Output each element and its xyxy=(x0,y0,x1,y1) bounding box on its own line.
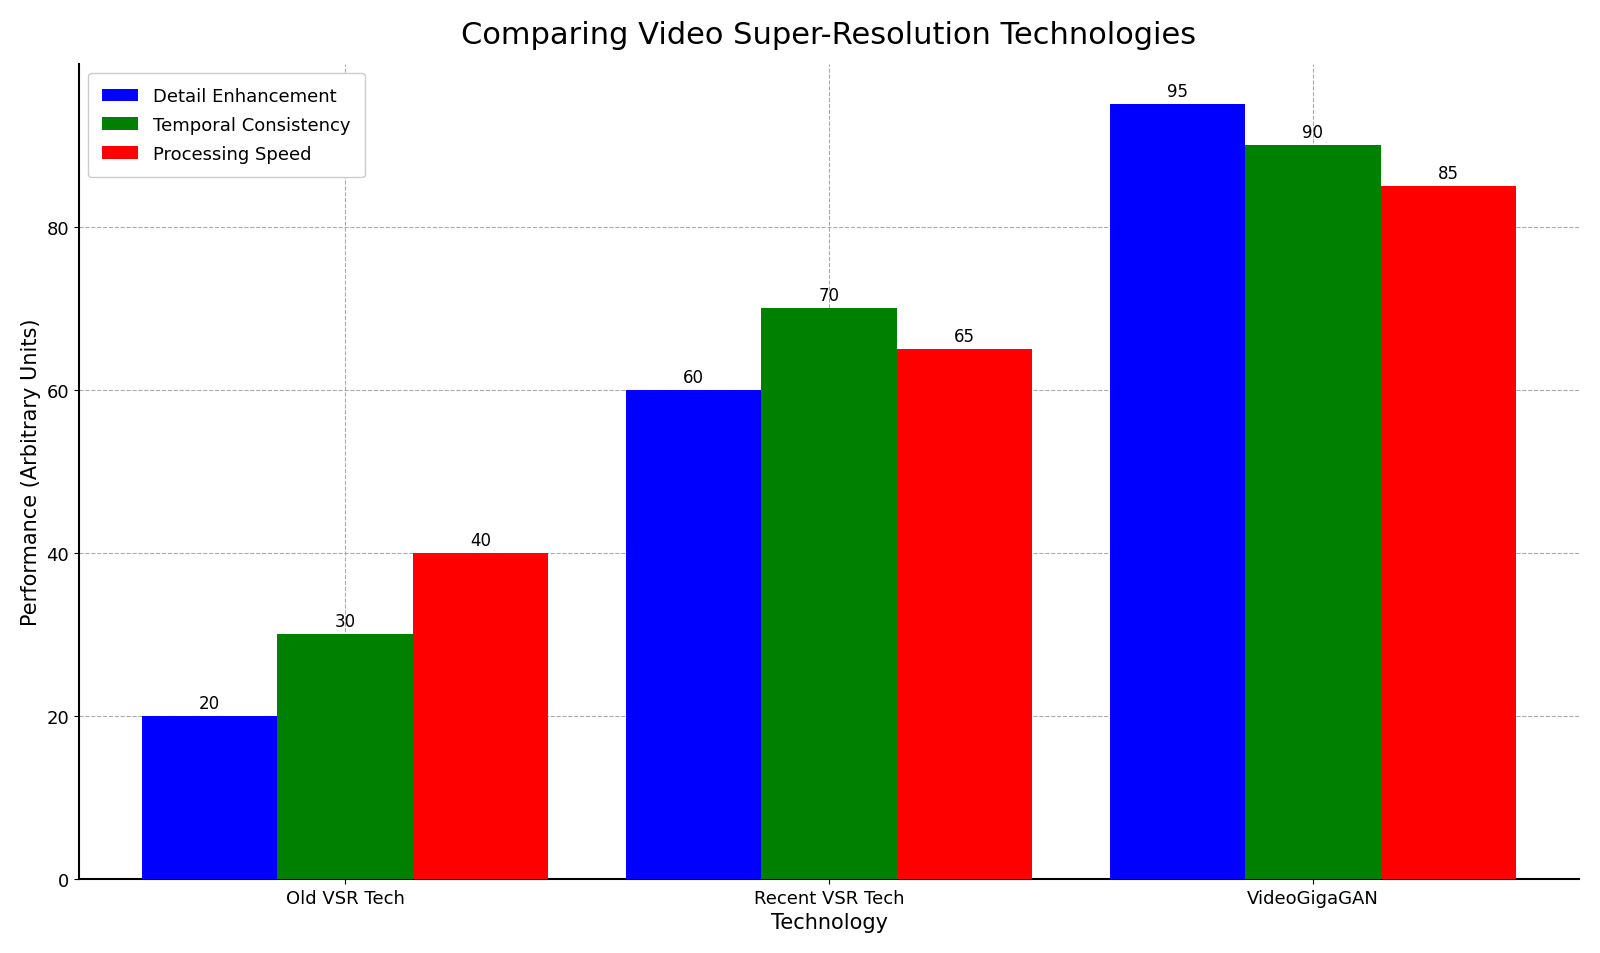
Bar xyxy=(762,309,896,879)
Bar xyxy=(896,350,1032,879)
Text: 40: 40 xyxy=(470,531,491,549)
Bar xyxy=(1110,106,1245,879)
Text: 85: 85 xyxy=(1438,165,1459,183)
Text: 90: 90 xyxy=(1302,124,1323,142)
Bar xyxy=(142,716,277,879)
Text: 70: 70 xyxy=(819,287,840,305)
Text: 60: 60 xyxy=(683,368,704,386)
Legend: Detail Enhancement, Temporal Consistency, Processing Speed: Detail Enhancement, Temporal Consistency… xyxy=(88,73,365,178)
Bar xyxy=(413,554,549,879)
X-axis label: Technology: Technology xyxy=(771,912,888,932)
Text: 20: 20 xyxy=(198,694,221,712)
Bar xyxy=(626,391,762,879)
Text: 65: 65 xyxy=(954,328,974,346)
Text: 30: 30 xyxy=(334,613,355,631)
Text: 95: 95 xyxy=(1166,83,1187,101)
Title: Comparing Video Super-Resolution Technologies: Comparing Video Super-Resolution Technol… xyxy=(461,21,1197,50)
Bar xyxy=(277,635,413,879)
Y-axis label: Performance (Arbitrary Units): Performance (Arbitrary Units) xyxy=(21,318,42,625)
Bar xyxy=(1381,187,1517,879)
Bar xyxy=(1245,146,1381,879)
